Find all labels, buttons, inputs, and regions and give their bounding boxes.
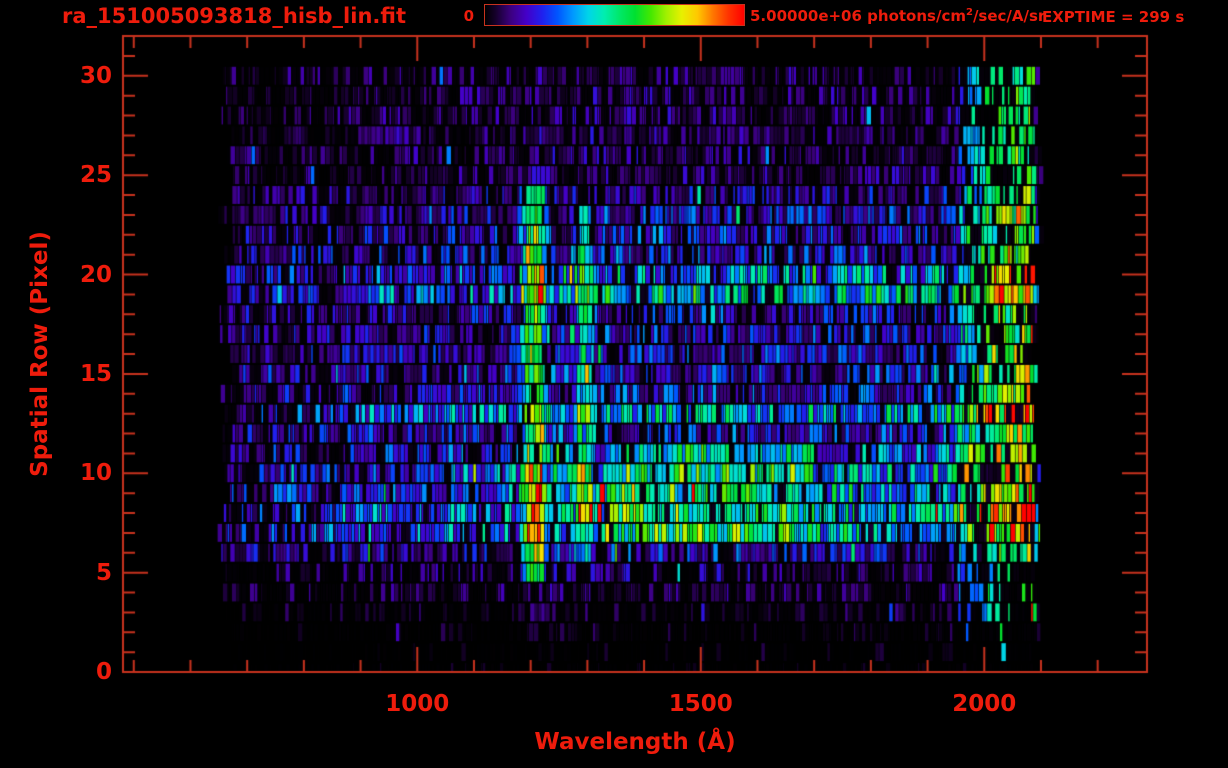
- colorbar-min-label: 0: [463, 7, 474, 25]
- colorbar-max-label: 5.00000e+06 photons/cm2/sec/A/sr: [750, 7, 1045, 25]
- y-tick-label: 5: [95, 559, 112, 586]
- colorbar: [484, 4, 745, 26]
- x-tick-label: 2000: [952, 691, 1017, 717]
- y-axis-title: Spatial Row (Pixel): [27, 231, 53, 477]
- x-tick-label: 1000: [385, 691, 450, 717]
- colorbar-units-superscript: 2: [965, 7, 973, 18]
- x-tick-label: 1500: [668, 691, 733, 717]
- colorbar-units-suffix: /sec/A/sr: [972, 7, 1046, 25]
- y-tick-label: 15: [79, 360, 112, 387]
- fits-filename-title: ra_151005093818_hisb_lin.fit: [62, 4, 406, 28]
- y-tick-label: 10: [79, 460, 112, 487]
- exptime-label: EXPTIME = 299 s: [1042, 8, 1185, 26]
- colorbar-max-value: 5.00000e+06 photons/cm: [750, 7, 966, 25]
- y-tick-label: 30: [79, 62, 112, 89]
- colorbar-gradient: [485, 5, 744, 25]
- y-tick-label: 25: [79, 162, 112, 189]
- y-tick-label: 0: [95, 659, 112, 685]
- y-tick-label: 20: [79, 261, 112, 288]
- x-axis-title: Wavelength (Å): [534, 729, 736, 755]
